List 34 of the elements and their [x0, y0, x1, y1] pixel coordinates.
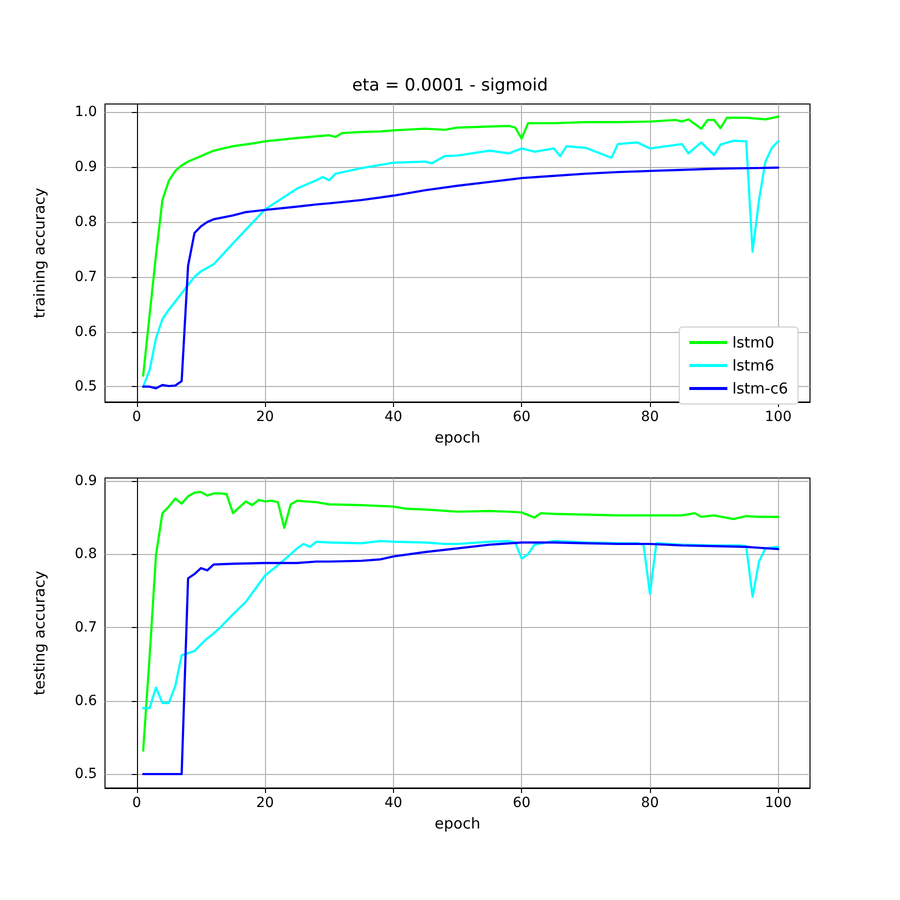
y-tick-label: 0.9 — [74, 472, 97, 489]
legend-label: lstm0 — [732, 334, 774, 352]
x-tick-label: 100 — [764, 795, 792, 811]
line-series — [142, 540, 780, 710]
y-axis-title: training accuracy — [30, 188, 48, 318]
y-axis-title: testing accuracy — [30, 570, 48, 696]
y-tick-label: 0.7 — [74, 268, 97, 285]
x-tick-label: 80 — [641, 795, 659, 811]
y-tick-label: 0.5 — [74, 766, 97, 782]
x-tick-label: 100 — [764, 409, 792, 425]
y-tick-label: 0.5 — [74, 378, 97, 395]
y-tick-label: 0.6 — [74, 692, 98, 709]
x-axis-title: epoch — [434, 814, 480, 832]
x-tick-label: 80 — [641, 409, 659, 425]
line-series — [142, 541, 780, 776]
legend-label: lstm6 — [732, 356, 774, 374]
y-tick-label: 0.8 — [74, 214, 97, 230]
x-tick-label: 40 — [384, 409, 402, 425]
x-tick-label: 20 — [256, 795, 274, 811]
x-axis-title: epoch — [434, 428, 480, 446]
chart-title: eta = 0.0001 - sigmoid — [352, 76, 548, 96]
y-tick-label: 1.0 — [74, 104, 97, 120]
x-tick-label: 60 — [512, 795, 531, 811]
y-tick-label: 0.8 — [74, 546, 97, 562]
x-tick-label: 60 — [512, 409, 531, 425]
x-tick-label: 0 — [132, 409, 142, 425]
x-tick-label: 20 — [256, 409, 274, 425]
legend-label: lstm-c6 — [732, 380, 788, 398]
y-tick-label: 0.9 — [74, 159, 97, 176]
y-tick-label: 0.6 — [74, 324, 98, 340]
x-tick-label: 0 — [132, 795, 142, 811]
x-tick-label: 40 — [384, 795, 402, 811]
y-tick-label: 0.7 — [74, 620, 97, 636]
line-series — [142, 490, 780, 752]
